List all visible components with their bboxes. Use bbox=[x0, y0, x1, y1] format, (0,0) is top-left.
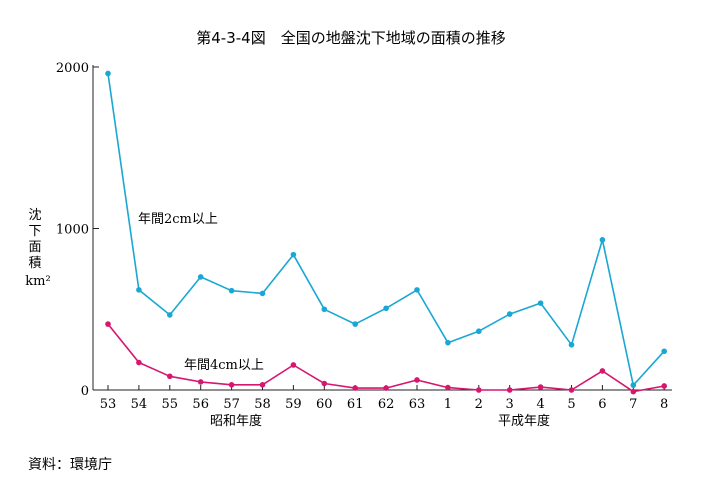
data-point bbox=[197, 274, 204, 280]
x-era-label-heisei: 平成年度 bbox=[498, 413, 550, 429]
data-point bbox=[445, 339, 451, 346]
x-tick-label: 7 bbox=[629, 397, 637, 412]
data-point bbox=[105, 321, 111, 327]
x-tick-label: 54 bbox=[131, 397, 148, 412]
data-point bbox=[537, 300, 544, 306]
data-point bbox=[105, 70, 111, 77]
data-point bbox=[630, 382, 637, 388]
data-point bbox=[167, 373, 173, 380]
data-point bbox=[321, 380, 328, 387]
x-era-label-showa: 昭和年度 bbox=[210, 413, 262, 429]
x-tick-label: 2 bbox=[475, 397, 483, 412]
data-point bbox=[321, 306, 328, 313]
data-point bbox=[445, 384, 451, 391]
data-point bbox=[259, 382, 266, 388]
data-point bbox=[630, 388, 637, 395]
data-point bbox=[228, 382, 235, 388]
data-point bbox=[290, 362, 297, 368]
x-tick-label: 58 bbox=[254, 397, 271, 412]
data-point bbox=[476, 328, 482, 335]
data-point bbox=[383, 305, 389, 312]
x-axis: 53 54 55 56 57 58 59 60 61 62 63 1 2 3 4 5 6 7 8 bbox=[93, 385, 672, 412]
x-tick-label: 6 bbox=[598, 397, 606, 412]
x-tick-label: 5 bbox=[567, 397, 575, 412]
x-tick-label: 59 bbox=[285, 397, 302, 412]
data-point bbox=[506, 311, 513, 317]
data-point bbox=[259, 290, 266, 297]
data-point bbox=[661, 348, 667, 355]
data-point bbox=[537, 384, 544, 390]
y-axis-label-char: 積 bbox=[28, 256, 41, 271]
data-point bbox=[414, 287, 420, 293]
y-axis-label: 沈 下 面 積 bbox=[28, 208, 41, 271]
source-note: 資料：環境庁 bbox=[28, 457, 112, 473]
data-point bbox=[197, 379, 204, 385]
x-tick-label: 62 bbox=[378, 397, 395, 412]
data-point bbox=[599, 368, 606, 374]
x-tick-label: 57 bbox=[223, 397, 240, 412]
data-point bbox=[476, 387, 482, 393]
x-tick-label: 55 bbox=[162, 397, 179, 412]
data-point bbox=[506, 387, 513, 393]
chart-title: 第4-3-4図 全国の地盤沈下地域の面積の推移 bbox=[196, 29, 505, 47]
x-tick-label: 53 bbox=[100, 397, 117, 412]
data-point bbox=[568, 387, 575, 393]
data-point bbox=[661, 383, 667, 389]
data-point bbox=[136, 359, 142, 366]
y-axis-label-char: 沈 bbox=[28, 208, 41, 223]
y-tick-label: 2000 bbox=[56, 61, 89, 76]
x-tick-label: 1 bbox=[444, 397, 452, 412]
data-point bbox=[136, 287, 142, 293]
y-axis-label-char: 面 bbox=[28, 240, 41, 255]
data-point bbox=[383, 385, 389, 391]
data-point bbox=[228, 287, 235, 294]
y-axis: 0 1000 2000 bbox=[56, 61, 99, 399]
x-tick-label: 3 bbox=[506, 397, 514, 412]
y-tick-label: 1000 bbox=[56, 223, 89, 238]
x-tick-label: 4 bbox=[536, 397, 544, 412]
y-axis-label-char: 下 bbox=[28, 224, 41, 239]
x-tick-label: 63 bbox=[409, 397, 426, 412]
data-point bbox=[167, 312, 173, 318]
series-line-1 bbox=[107, 73, 665, 387]
data-point bbox=[352, 385, 359, 391]
series-label-2: 年間4cm以上 bbox=[184, 358, 264, 373]
data-point bbox=[352, 321, 359, 327]
x-tick-label: 56 bbox=[192, 397, 209, 412]
plot-area bbox=[105, 70, 667, 395]
data-point bbox=[414, 377, 420, 383]
data-point bbox=[290, 251, 297, 258]
x-tick-label: 61 bbox=[347, 397, 364, 412]
y-tick-label: 0 bbox=[81, 384, 89, 399]
series-label-1: 年間2cm以上 bbox=[138, 212, 218, 227]
data-point bbox=[599, 237, 606, 243]
data-point bbox=[568, 341, 575, 348]
x-tick-label: 60 bbox=[316, 397, 333, 412]
x-tick-label: 8 bbox=[660, 397, 668, 412]
y-axis-unit: km² bbox=[25, 274, 50, 289]
